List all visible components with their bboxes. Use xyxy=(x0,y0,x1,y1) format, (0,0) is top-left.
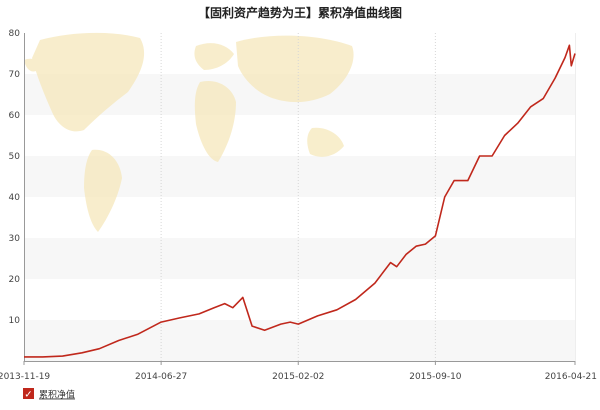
grid-band xyxy=(24,279,575,320)
y-tick-label: 50 xyxy=(9,152,21,162)
y-tick-label: 40 xyxy=(9,193,21,203)
y-tick-label: 10 xyxy=(9,316,21,326)
legend-check-icon: ✓ xyxy=(24,390,32,401)
x-tick-label: 2014-06-27 xyxy=(135,372,187,382)
grid-band xyxy=(24,238,575,279)
grid-band xyxy=(24,320,575,361)
x-tick-label: 2013-11-19 xyxy=(0,372,50,382)
y-tick-label: 70 xyxy=(9,70,21,80)
legend-label[interactable]: 累积净值 xyxy=(39,389,75,401)
grid-band xyxy=(24,115,575,156)
x-tick-label: 2015-02-02 xyxy=(272,372,324,382)
x-tick-label: 2015-09-10 xyxy=(409,372,462,382)
world-map-watermark xyxy=(24,32,354,232)
x-grid xyxy=(23,33,576,365)
y-tick-label: 80 xyxy=(9,29,21,39)
y-tick-label: 20 xyxy=(9,275,21,285)
series-line xyxy=(24,44,576,358)
grid-band xyxy=(24,197,575,238)
legend-checkbox[interactable] xyxy=(23,388,34,399)
y-tick-label: 60 xyxy=(9,111,21,121)
legend[interactable]: ✓ 累积净值 xyxy=(23,388,75,401)
chart-title: 【固利资产趋势为王】累积净值曲线图 xyxy=(198,5,402,20)
x-tick-label: 2016-04-21 xyxy=(545,372,597,382)
y-tick-labels: 10 20 30 40 50 60 70 80 xyxy=(9,29,21,326)
y-tick-label: 30 xyxy=(9,234,21,244)
x-tick-labels: 2013-11-19 2014-06-27 2015-02-02 2015-09-10… xyxy=(0,372,597,382)
series-layer xyxy=(24,44,576,358)
